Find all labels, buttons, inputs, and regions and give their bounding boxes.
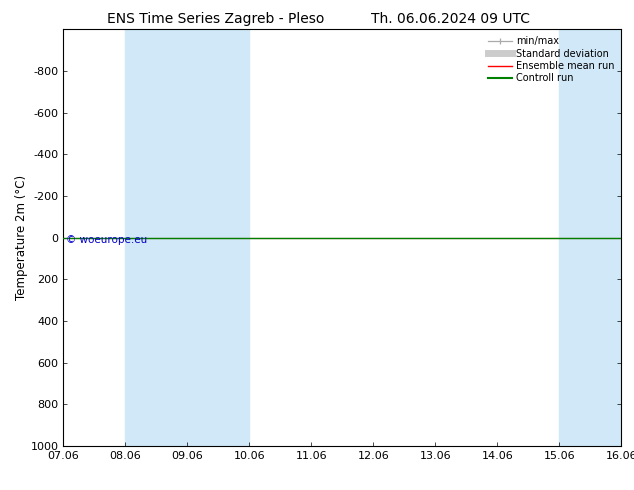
Y-axis label: Temperature 2m (°C): Temperature 2m (°C)	[15, 175, 28, 300]
Bar	[126, 29, 188, 446]
Legend: min/max, Standard deviation, Ensemble mean run, Controll run: min/max, Standard deviation, Ensemble me…	[486, 34, 616, 85]
Text: Th. 06.06.2024 09 UTC: Th. 06.06.2024 09 UTC	[371, 12, 529, 26]
Bar	[559, 29, 621, 446]
Text: ENS Time Series Zagreb - Pleso: ENS Time Series Zagreb - Pleso	[107, 12, 324, 26]
Text: © woeurope.eu: © woeurope.eu	[66, 235, 148, 245]
Bar	[188, 29, 249, 446]
